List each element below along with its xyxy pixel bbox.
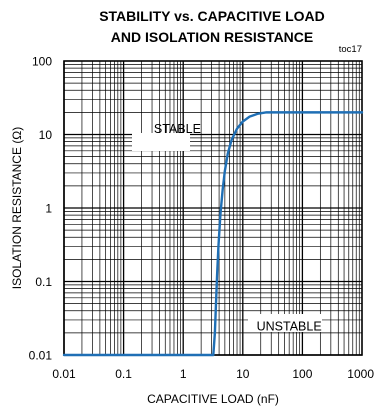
stable-label-bg (132, 133, 190, 151)
x-tick-label: 1 (180, 367, 187, 381)
stable-label: STABLE (154, 122, 201, 136)
chart-subtitle: AND ISOLATION RESISTANCE (111, 29, 314, 45)
chart-title: STABILITY vs. CAPACITIVE LOAD (99, 8, 325, 24)
stability-curve (62, 111, 364, 357)
y-tick-label: 0.1 (35, 275, 52, 289)
x-axis-label: CAPACITIVE LOAD (nF) (147, 392, 279, 406)
x-tick-label: 1000 (347, 367, 374, 381)
x-tick-labels: 0.01 0.1 1 10 100 1000 (52, 367, 374, 381)
y-tick-label: 10 (39, 128, 53, 142)
x-tick-label: 10 (236, 367, 250, 381)
unstable-label: UNSTABLE (257, 319, 322, 333)
unstable-label-bg (248, 314, 322, 332)
grid (63, 61, 362, 356)
y-axis-label: ISOLATION RESISTANCE (Ω) (10, 127, 24, 290)
annotations: STABLE UNSTABLE (132, 122, 322, 333)
y-tick-label: 1 (45, 202, 52, 216)
figure-code: toc17 (339, 44, 362, 55)
x-tick-label: 100 (292, 367, 312, 381)
x-tick-label: 0.01 (52, 367, 76, 381)
x-tick-label: 0.1 (115, 367, 132, 381)
y-tick-label: 100 (32, 55, 52, 69)
y-tick-label: 0.01 (29, 349, 53, 363)
y-tick-labels: 0.01 0.1 1 10 100 (29, 55, 53, 363)
